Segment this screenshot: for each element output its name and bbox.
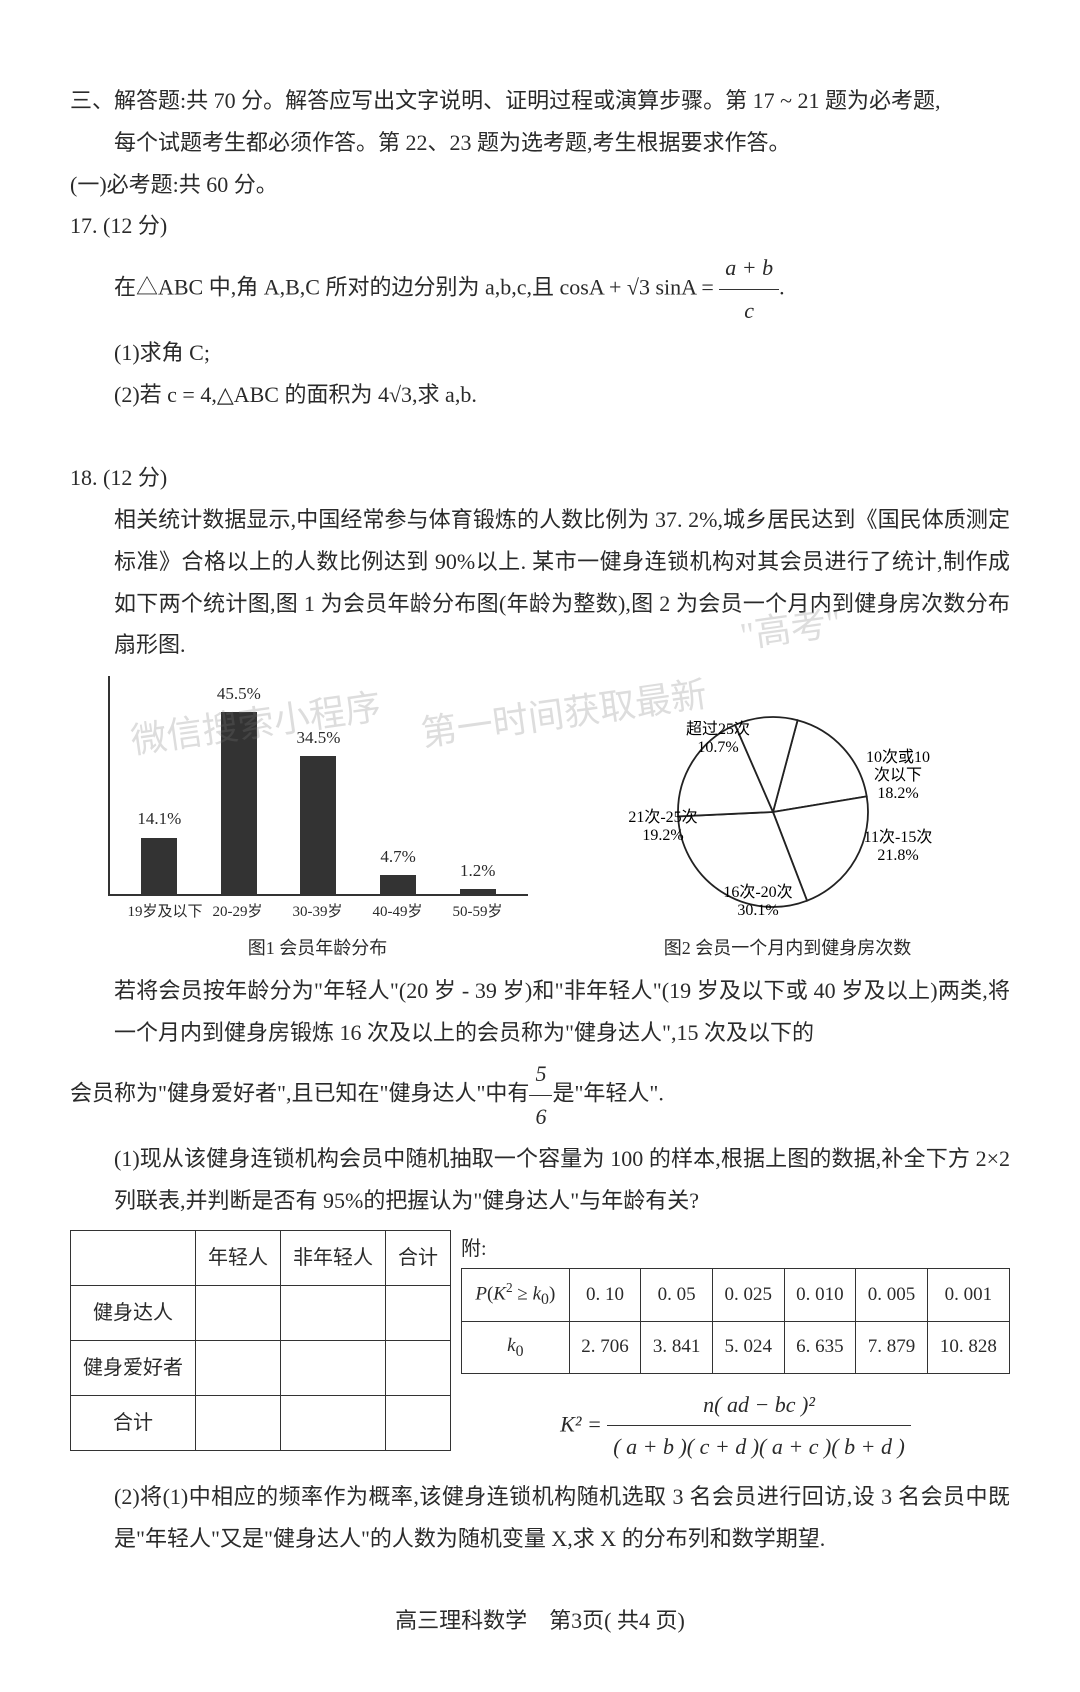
bar-x-label: 50-59岁 [448,898,508,927]
table-cell [281,1340,386,1395]
q17-frac-den: c [719,290,779,332]
pvalues-head: k0 [462,1321,570,1373]
pvalues-cell: 0. 010 [784,1268,856,1321]
bar-x-label: 20-29岁 [208,898,268,927]
bar-value-label: 34.5% [297,722,341,754]
pvalues-cell: 7. 879 [856,1321,928,1373]
bar-x-label: 19岁及以下 [128,898,188,927]
pie-svg: 10次或10次以下18.2%11次-15次21.8%16次-20次30.1%21… [608,692,968,927]
q17-line1-pre: 在△ABC 中,角 A,B,C 所对的边分别为 a,b,c,且 cosA + √… [114,275,719,300]
k2-num: n( ad − bc )² [607,1384,911,1427]
bar-wrap: 45.5% [209,678,269,894]
table-header: 合计 [386,1230,451,1285]
q18-part2: (2)将(1)中相应的频率作为概率,该健身连锁机构随机选取 3 名会员进行回访,… [70,1476,1010,1560]
bar-x-label: 40-49岁 [368,898,428,927]
q18-mid-frac-den: 6 [529,1096,552,1138]
q18-mid-p2: (1)现从该健身连锁机构会员中随机抽取一个容量为 100 的样本,根据上图的数据… [70,1138,1010,1222]
q18-intro: 相关统计数据显示,中国经常参与体育锻炼的人数比例为 37. 2%,城乡居民达到《… [70,499,1010,666]
pie-label: 10次或10次以下18.2% [865,748,929,802]
bar-x-label: 30-39岁 [288,898,348,927]
q17-frac-num: a + b [719,247,779,290]
q17-line1: 在△ABC 中,角 A,B,C 所对的边分别为 a,b,c,且 cosA + √… [70,247,1010,332]
page-footer: 高三理科数学 第3页( 共4 页) [70,1600,1010,1642]
tables-row: 年轻人非年轻人合计健身达人健身爱好者合计 附: P(K2 ≥ k0)0. 100… [70,1230,1010,1469]
table-header: 非年轻人 [281,1230,386,1285]
table-header: 年轻人 [196,1230,281,1285]
table-cell [196,1395,281,1450]
q17-p1: (1)求角 C; [70,332,1010,374]
bar [141,838,177,894]
table-cell [196,1285,281,1340]
table-cell: 健身爱好者 [71,1340,196,1395]
bar-wrap: 4.7% [368,841,428,894]
attach-block: 附: P(K2 ≥ k0)0. 100. 050. 0250. 0100. 00… [461,1230,1010,1469]
bar-wrap: 1.2% [448,855,508,894]
bar-chart: 14.1% 45.5% 34.5% 4.7% 1.2% 19岁及以下 20-29岁 30-3… [108,676,528,965]
pvalues-cell: 0. 005 [856,1268,928,1321]
q18-mid-frac: 56 [529,1053,552,1138]
bar [221,712,257,894]
section-title: 三、解答题:共 70 分。解答应写出文字说明、证明过程或演算步骤。第 17 ~ … [70,80,1010,122]
table-cell: 合计 [71,1395,196,1450]
pie-chart: 10次或10次以下18.2%11次-15次21.8%16次-20次30.1%21… [603,692,973,965]
bars-area: 14.1% 45.5% 34.5% 4.7% 1.2% [108,676,528,896]
bar-chart-caption: 图1 会员年龄分布 [108,931,528,965]
bar-value-label: 45.5% [217,678,261,710]
pvalues-head: P(K2 ≥ k0) [462,1268,570,1321]
pie-chart-caption: 图2 会员一个月内到健身房次数 [603,931,973,965]
table-cell [196,1340,281,1395]
charts-row: 14.1% 45.5% 34.5% 4.7% 1.2% 19岁及以下 20-29岁 30-3… [70,676,1010,965]
q18-mid-p1b: 会员称为"健身爱好者",且已知在"健身达人"中有56是"年轻人". [70,1053,1010,1138]
table-cell [386,1285,451,1340]
pvalues-cell: 0. 10 [569,1268,641,1321]
pvalues-cell: 2. 706 [569,1321,641,1373]
contingency-table: 年轻人非年轻人合计健身达人健身爱好者合计 [70,1230,451,1451]
q17-number: 17. (12 分) [70,205,1010,247]
pvalues-cell: 10. 828 [927,1321,1009,1373]
page: 三、解答题:共 70 分。解答应写出文字说明、证明过程或演算步骤。第 17 ~ … [0,0,1080,1692]
q18-mid-frac-num: 5 [529,1053,552,1096]
pie-label: 11次-15次21.8% [863,828,932,864]
attach-label: 附: [461,1230,487,1268]
table-cell [386,1340,451,1395]
bars-x-labels: 19岁及以下 20-29岁 30-39岁 40-49岁 50-59岁 [108,896,528,927]
bar-value-label: 4.7% [380,841,415,873]
k2-frac: n( ad − bc )² ( a + b )( c + d )( a + c … [607,1384,911,1469]
k2-den: ( a + b )( c + d )( a + c )( b + d ) [607,1426,911,1468]
bar [380,875,416,894]
pvalues-cell: 0. 05 [641,1268,713,1321]
bar-value-label: 1.2% [460,855,495,887]
table-cell [281,1285,386,1340]
bar-value-label: 14.1% [137,803,181,835]
bar-wrap: 34.5% [288,722,348,894]
k2-lhs: K² = [560,1411,607,1436]
table-header [71,1230,196,1285]
pvalues-cell: 0. 025 [712,1268,784,1321]
q18-mid-p1b-pre: 会员称为"健身爱好者",且已知在"健身达人"中有 [70,1081,529,1106]
q17-p2: (2)若 c = 4,△ABC 的面积为 4√3,求 a,b. [70,374,1010,416]
q18-mid-p1: 若将会员按年龄分为"年轻人"(20 岁 - 39 岁)和"非年轻人"(19 岁及… [70,970,1010,1054]
k2-formula: K² = n( ad − bc )² ( a + b )( c + d )( a… [461,1384,1010,1469]
section-title-cont: 每个试题考生都必须作答。第 22、23 题为选考题,考生根据要求作答。 [70,122,1010,164]
table-cell [386,1395,451,1450]
bar [300,756,336,894]
bar [460,889,496,894]
q18-number: 18. (12 分) [70,457,1010,499]
bar-wrap: 14.1% [129,803,189,894]
table-cell: 健身达人 [71,1285,196,1340]
subsection-1: (一)必考题:共 60 分。 [70,164,1010,206]
q17-line1-post: . [779,275,785,300]
pvalues-cell: 3. 841 [641,1321,713,1373]
pvalues-cell: 5. 024 [712,1321,784,1373]
pvalues-table: P(K2 ≥ k0)0. 100. 050. 0250. 0100. 0050.… [461,1268,1010,1374]
q17-frac: a + b c [719,247,779,332]
table-cell [281,1395,386,1450]
pvalues-cell: 6. 635 [784,1321,856,1373]
q18-mid-p1b-post: 是"年轻人". [552,1081,663,1106]
pvalues-cell: 0. 001 [927,1268,1009,1321]
